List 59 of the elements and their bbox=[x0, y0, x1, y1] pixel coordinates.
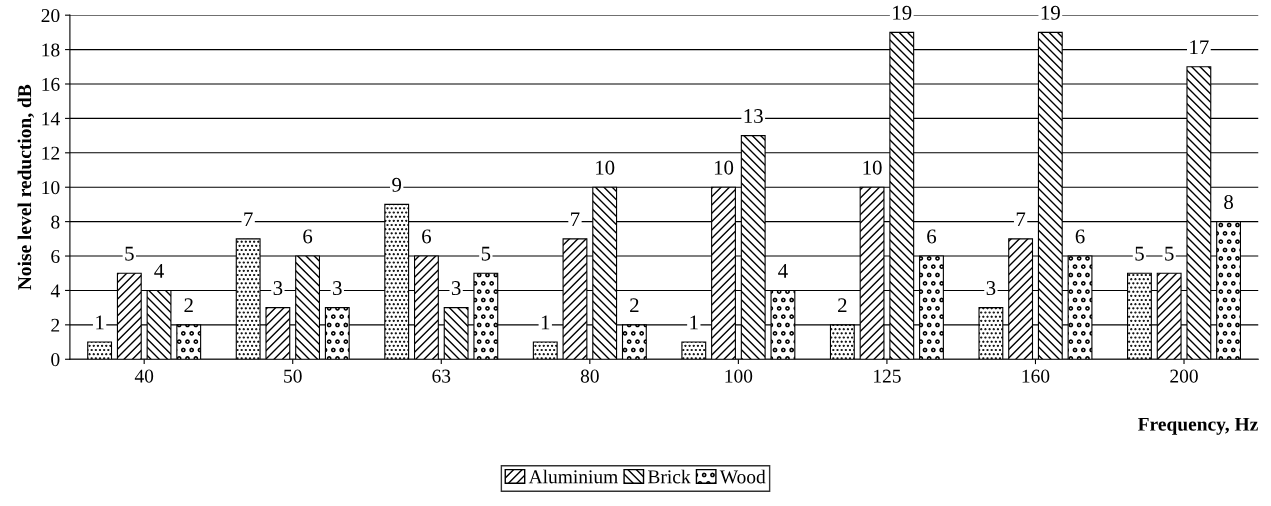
data-label: 1 bbox=[541, 315, 550, 330]
data-label: 19 bbox=[893, 5, 912, 20]
x-tick-label: 50 bbox=[284, 369, 302, 383]
data-label: 1 bbox=[690, 315, 698, 330]
legend-label: Wood bbox=[719, 469, 766, 484]
y-tick-label: 18 bbox=[42, 43, 60, 57]
data-label: 5 bbox=[1135, 246, 1144, 261]
data-label: 3 bbox=[451, 281, 461, 296]
data-label: 10 bbox=[714, 160, 734, 175]
y-tick-label: 12 bbox=[42, 146, 60, 160]
data-label: 4 bbox=[778, 263, 788, 278]
data-label: 2 bbox=[184, 298, 193, 313]
data-label: 2 bbox=[630, 298, 639, 313]
x-tick-label: 63 bbox=[432, 369, 451, 383]
bar bbox=[87, 341, 113, 360]
y-tick-label: 4 bbox=[50, 284, 60, 298]
data-label: 9 bbox=[392, 177, 402, 192]
data-label: 5 bbox=[125, 246, 134, 261]
y-tick-label: 6 bbox=[51, 249, 60, 263]
y-tick-label: 20 bbox=[41, 9, 60, 23]
x-tick-label: 100 bbox=[725, 369, 753, 383]
y-tick-label: 2 bbox=[51, 318, 60, 332]
x-tick-label: 200 bbox=[1170, 369, 1198, 383]
y-axis-title: Noise level reduction, dB bbox=[17, 84, 35, 290]
data-label: 17 bbox=[1190, 40, 1209, 55]
data-label: 5 bbox=[1165, 246, 1174, 261]
x-axis-title: Frequency, Hz bbox=[1137, 417, 1258, 435]
data-label: 3 bbox=[986, 281, 996, 296]
data-label: 7 bbox=[244, 212, 253, 227]
data-label: 10 bbox=[596, 160, 615, 175]
data-label: 6 bbox=[303, 229, 313, 244]
y-tick-label: 8 bbox=[51, 215, 60, 229]
data-label: 3 bbox=[333, 281, 342, 296]
data-label: 6 bbox=[1075, 229, 1085, 244]
y-tick-label: 14 bbox=[42, 112, 60, 126]
legend-label: Aluminium bbox=[528, 469, 618, 484]
data-label: 1 bbox=[96, 315, 104, 330]
data-label: 19 bbox=[1041, 5, 1060, 20]
y-tick-label: 16 bbox=[42, 77, 60, 91]
data-label: 8 bbox=[1224, 195, 1233, 210]
data-label: 7 bbox=[1016, 212, 1026, 227]
x-tick-label: 125 bbox=[874, 369, 901, 383]
x-tick-label: 80 bbox=[580, 369, 599, 383]
data-label: 3 bbox=[273, 281, 283, 296]
data-label: 10 bbox=[863, 160, 882, 175]
data-label: 5 bbox=[481, 246, 491, 261]
data-label: 13 bbox=[744, 109, 763, 124]
x-tick-label: 160 bbox=[1022, 369, 1050, 383]
data-label: 6 bbox=[927, 229, 937, 244]
y-tick-label: 0 bbox=[51, 353, 60, 367]
legend-label: Brick bbox=[647, 469, 691, 484]
data-label: 6 bbox=[422, 229, 432, 244]
data-label: 7 bbox=[571, 212, 580, 227]
y-tick-label: 10 bbox=[42, 181, 60, 195]
bar bbox=[681, 341, 707, 360]
bar bbox=[532, 341, 558, 360]
data-label: 4 bbox=[154, 263, 164, 278]
x-tick-label: 40 bbox=[134, 369, 154, 383]
data-label: 2 bbox=[838, 298, 847, 313]
